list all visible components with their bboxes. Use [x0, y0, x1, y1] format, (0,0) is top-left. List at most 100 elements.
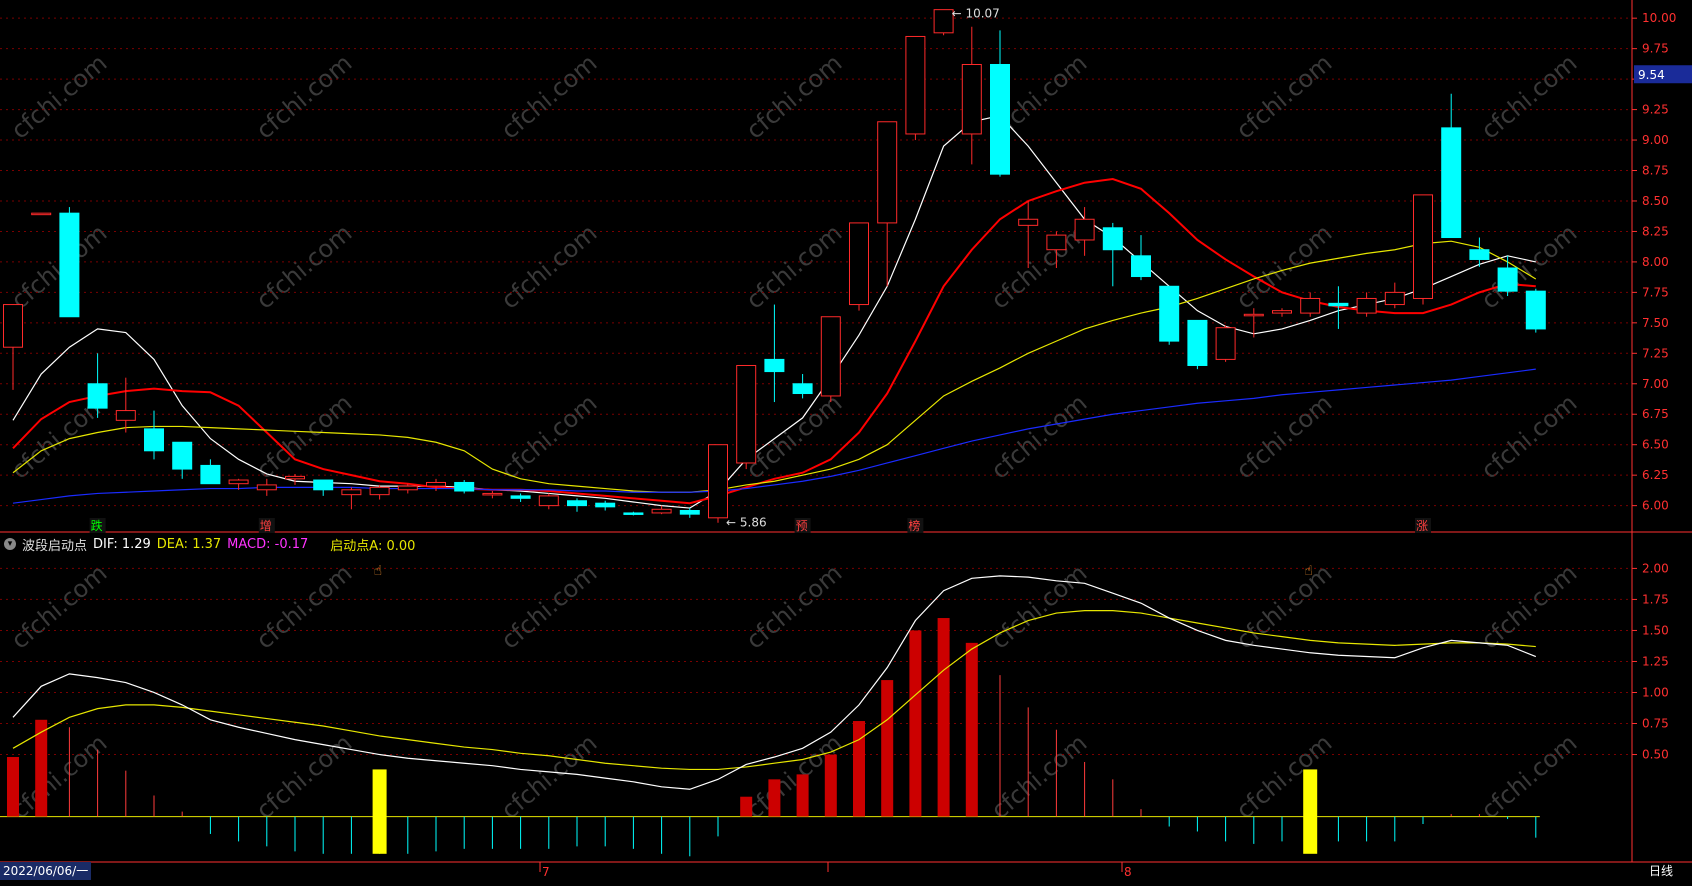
price-tick-label: 6.75	[1642, 407, 1669, 421]
candle-body	[877, 121, 898, 224]
macd-bar-pos	[909, 630, 922, 817]
candle-body	[1018, 218, 1039, 226]
extreme-price-label: ← 10.07	[952, 7, 1000, 21]
watermark-text: cfchi.com	[496, 559, 603, 655]
candle-body	[1131, 255, 1151, 278]
watermark-text: cfchi.com	[1476, 389, 1583, 485]
grid-layer	[0, 17, 1632, 756]
price-tick-label: 8.25	[1642, 224, 1669, 238]
price-tick-label: 6.25	[1642, 468, 1669, 482]
candle-body	[115, 410, 136, 421]
candle-body	[1243, 313, 1264, 317]
candle-body	[144, 428, 164, 452]
watermark-text: cfchi.com	[1231, 49, 1338, 145]
date-cursor-label: 2022/06/06/一	[0, 862, 92, 880]
current-price-tag	[1634, 65, 1692, 84]
price-tick-label: 9.75	[1642, 42, 1669, 56]
macd-tick-label: 0.75	[1642, 717, 1669, 731]
candle-body	[1525, 290, 1546, 330]
signal-tag: 增	[260, 519, 272, 533]
watermark-text: cfchi.com	[251, 389, 358, 485]
candle-body	[172, 441, 193, 470]
candle-body	[651, 508, 672, 514]
candle-body	[990, 63, 1010, 175]
month-label: 8	[1124, 865, 1132, 879]
candle-body	[764, 358, 785, 373]
watermark-text: cfchi.com	[251, 219, 358, 315]
watermark-text: cfchi.com	[251, 729, 358, 825]
candle-body	[59, 212, 80, 318]
current-price-text: 9.54	[1638, 68, 1665, 82]
extreme-price-label: ← 5.86	[726, 516, 767, 530]
macd-bar-pos	[853, 721, 865, 817]
collapse-icon[interactable]: ▾	[4, 538, 16, 550]
candle-body	[961, 63, 982, 135]
candle-body	[1497, 267, 1518, 292]
candle-body	[679, 510, 700, 515]
price-tick-label: 7.50	[1642, 316, 1669, 330]
candle-body	[1159, 285, 1180, 342]
macd-tick-label: 1.25	[1642, 654, 1669, 668]
dif-line	[12, 575, 1537, 790]
start-signal-bar	[372, 769, 387, 854]
candle-body	[256, 484, 277, 491]
candle-body	[510, 495, 531, 499]
candle-body	[1187, 319, 1208, 366]
candle-body	[736, 364, 757, 464]
dif-label: DIF: 1.29	[93, 536, 151, 552]
watermark-text: cfchi.com	[741, 389, 848, 485]
macd-layer: ☝ ☝	[0, 563, 1540, 857]
candle-body	[1215, 327, 1236, 360]
watermark-text: cfchi.com	[986, 389, 1093, 485]
signal-tag-bg	[794, 518, 811, 533]
indicator-header: ▾ 波段启动点 DIF: 1.29 DEA: 1.37 MACD: -0.17 …	[4, 535, 416, 554]
watermark-text: cfchi.com	[6, 49, 113, 145]
signal-tag-bg	[1415, 518, 1431, 533]
macd-tick-label: 1.50	[1642, 623, 1669, 637]
price-tick-label: 8.50	[1642, 194, 1669, 208]
macd-bar-pos	[796, 774, 809, 817]
candle-body	[1272, 310, 1292, 314]
indicator-name[interactable]: 波段启动点	[22, 538, 88, 554]
candle-body	[933, 9, 954, 34]
candle-body	[1328, 302, 1349, 307]
dea-line	[12, 609, 1536, 771]
period-button[interactable]: 日线	[1648, 864, 1673, 878]
watermark-text: cfchi.com	[1476, 729, 1583, 825]
macd-bar-pos	[824, 754, 837, 817]
start-point-label: 启动点A: 0.00	[330, 538, 416, 554]
candle-body	[369, 486, 390, 496]
candle-body	[595, 502, 616, 508]
dea-label: DEA: 1.37	[156, 536, 222, 552]
candle-body	[285, 475, 305, 480]
price-tick-label: 10.00	[1642, 11, 1676, 25]
watermark-text: cfchi.com	[741, 49, 848, 145]
price-tick-label: 9.25	[1642, 103, 1669, 117]
watermark-text: cfchi.com	[1231, 729, 1338, 825]
start-signal-bar	[1303, 769, 1318, 854]
candle-body	[482, 492, 503, 496]
signal-tag-bg	[258, 518, 275, 533]
price-tick-label: 7.00	[1642, 377, 1669, 391]
macd-label: MACD: -0.17	[227, 536, 309, 552]
macd-bar-pos	[768, 779, 781, 817]
candle-body	[31, 212, 52, 216]
watermark-text: cfchi.com	[496, 729, 603, 825]
candle-body	[3, 304, 23, 348]
macd-tick-label: 2.00	[1642, 561, 1669, 575]
watermark-text: cfchi.com	[1231, 559, 1338, 655]
price-tick-label: 6.00	[1642, 499, 1669, 513]
macd-bar-pos	[881, 680, 894, 817]
watermark-text: cfchi.com	[496, 389, 603, 485]
candle-body	[341, 489, 362, 496]
price-tick-label: 7.25	[1642, 346, 1669, 360]
watermark-text: cfchi.com	[6, 219, 113, 315]
watermark-text: cfchi.com	[496, 49, 603, 145]
candle-body	[1300, 297, 1321, 314]
price-tick-label: 6.50	[1642, 438, 1669, 452]
macd-tick-label: 1.00	[1642, 685, 1669, 699]
macd-bar-pos	[35, 719, 48, 817]
candle-body	[567, 500, 587, 507]
